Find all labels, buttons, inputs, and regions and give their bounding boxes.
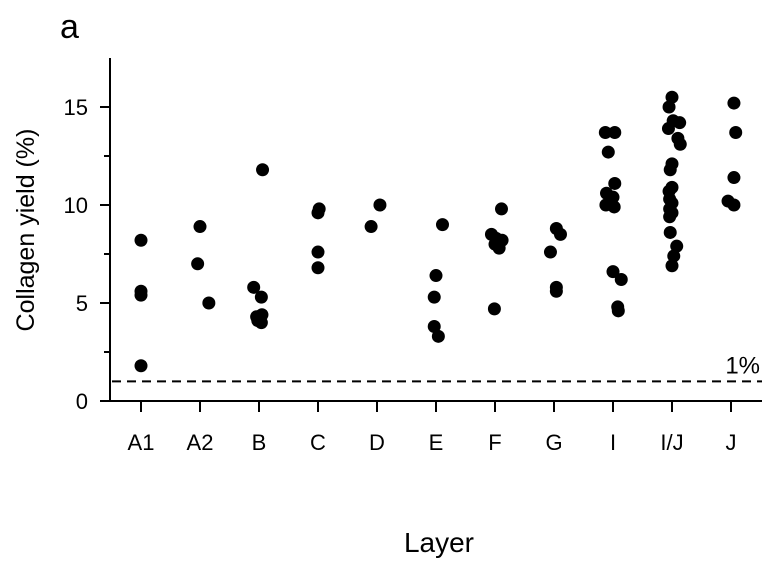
x-tick-label: F bbox=[488, 430, 501, 455]
data-point bbox=[311, 206, 325, 220]
reference-line-group: 1% bbox=[112, 352, 762, 383]
data-point bbox=[431, 329, 445, 343]
y-tick-label: 5 bbox=[76, 291, 88, 316]
data-point bbox=[729, 125, 743, 139]
x-tick-label: A2 bbox=[187, 430, 214, 455]
x-ticks: A1 A2 B C D E F G I I/J J bbox=[128, 401, 737, 455]
x-tick-label: E bbox=[429, 430, 444, 455]
data-point bbox=[487, 302, 501, 316]
x-tick-label: J bbox=[726, 430, 737, 455]
data-point bbox=[256, 163, 270, 177]
data-point bbox=[598, 125, 612, 139]
data-point bbox=[492, 241, 506, 255]
data-point bbox=[611, 304, 625, 318]
data-point bbox=[661, 122, 675, 136]
data-point bbox=[202, 296, 216, 310]
data-point bbox=[606, 265, 620, 279]
data-point bbox=[665, 90, 679, 104]
x-tick-label: G bbox=[545, 430, 562, 455]
data-point bbox=[670, 239, 684, 253]
data-point bbox=[254, 316, 268, 330]
y-ticks: 0 5 10 15 bbox=[64, 95, 110, 414]
y-axis-label: Collagen yield (%) bbox=[12, 129, 40, 332]
data-point bbox=[614, 272, 628, 286]
data-point bbox=[427, 320, 441, 334]
data-point bbox=[608, 176, 622, 190]
data-point bbox=[134, 288, 148, 302]
data-point bbox=[663, 225, 677, 239]
data-point bbox=[494, 202, 508, 216]
data-point bbox=[254, 290, 268, 304]
data-point bbox=[607, 200, 621, 214]
data-point bbox=[247, 280, 261, 294]
data-point bbox=[727, 171, 741, 185]
data-point bbox=[193, 220, 207, 234]
data-point bbox=[662, 100, 676, 114]
data-point bbox=[667, 249, 681, 263]
data-points bbox=[134, 90, 743, 373]
data-point bbox=[427, 290, 441, 304]
data-point bbox=[663, 163, 677, 177]
x-tick-label: D bbox=[369, 430, 385, 455]
y-tick-label: 15 bbox=[64, 95, 88, 120]
y-tick-label: 0 bbox=[76, 389, 88, 414]
data-point bbox=[429, 269, 443, 283]
data-point bbox=[727, 198, 741, 212]
x-tick-label: B bbox=[252, 430, 267, 455]
data-point bbox=[543, 245, 557, 259]
data-point bbox=[549, 284, 563, 298]
data-point bbox=[665, 206, 679, 220]
panel-label: a bbox=[60, 8, 79, 46]
data-point bbox=[373, 198, 387, 212]
data-point bbox=[665, 259, 679, 273]
data-point bbox=[435, 218, 449, 232]
data-point bbox=[311, 261, 325, 275]
data-point bbox=[134, 359, 148, 373]
data-point bbox=[727, 96, 741, 110]
data-point bbox=[673, 137, 687, 151]
x-tick-label: A1 bbox=[128, 430, 155, 455]
data-point bbox=[134, 233, 148, 247]
x-tick-label: C bbox=[310, 430, 326, 455]
data-point bbox=[364, 220, 378, 234]
data-point bbox=[608, 125, 622, 139]
reference-line-label: 1% bbox=[725, 352, 760, 379]
y-tick-label: 10 bbox=[64, 193, 88, 218]
data-point bbox=[191, 257, 205, 271]
data-point bbox=[311, 245, 325, 259]
x-axis-label: Layer bbox=[404, 527, 474, 558]
x-tick-label: I bbox=[610, 430, 616, 455]
data-point bbox=[601, 145, 615, 159]
x-tick-label: I/J bbox=[660, 430, 683, 455]
data-point bbox=[553, 227, 567, 241]
